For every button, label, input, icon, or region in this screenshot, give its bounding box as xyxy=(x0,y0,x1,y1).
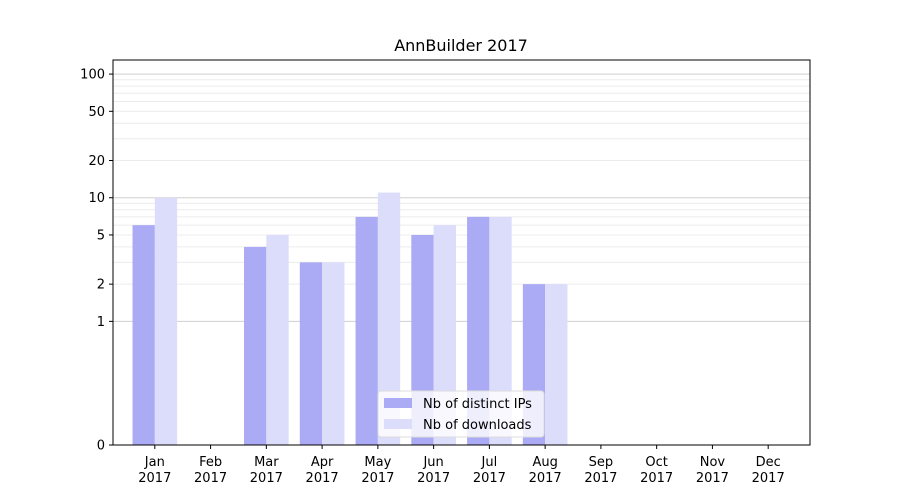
bar-distinct-ips-0 xyxy=(132,225,155,445)
bar-downloads-2 xyxy=(266,234,289,445)
bar-downloads-0 xyxy=(154,197,178,445)
y-tick-label: 0 xyxy=(97,439,105,454)
bar-downloads-3 xyxy=(322,262,345,445)
bar-distinct-ips-3 xyxy=(299,262,323,445)
bar-downloads-5 xyxy=(433,225,456,445)
legend-label: Nb of distinct IPs xyxy=(423,397,532,412)
x-tick-label: Jul 2017 xyxy=(473,455,506,486)
bar-downloads-7 xyxy=(545,284,568,445)
x-tick-label: May 2017 xyxy=(361,455,394,486)
grid-lines xyxy=(113,73,810,322)
x-tick-label: Apr 2017 xyxy=(306,455,339,486)
y-tick-label: 5 xyxy=(97,228,105,243)
x-tick-label: Jun 2017 xyxy=(417,455,450,486)
y-tick-label: 50 xyxy=(88,105,105,120)
y-tick-label: 10 xyxy=(88,191,105,206)
legend-box xyxy=(377,390,545,438)
legend: Nb of distinct IPs Nb of downloads xyxy=(377,390,545,438)
bar-distinct-ips-6 xyxy=(467,216,490,445)
legend-label: Nb of downloads xyxy=(423,418,532,433)
chart-title: AnnBuilder 2017 xyxy=(394,36,528,55)
x-tick-label: Aug 2017 xyxy=(529,455,562,486)
y-tick-label: 2 xyxy=(97,278,105,293)
plot-frame xyxy=(112,59,811,446)
legend-swatch xyxy=(384,419,412,429)
legend-swatch xyxy=(384,398,412,408)
x-tick-label: Feb 2017 xyxy=(194,455,227,486)
x-tick-label: Mar 2017 xyxy=(250,455,283,486)
bar-distinct-ips-4 xyxy=(355,216,378,445)
x-tick-label: Jan 2017 xyxy=(138,455,171,486)
x-tick-label: Dec 2017 xyxy=(752,455,785,486)
x-tick-label: Nov 2017 xyxy=(696,455,729,486)
y-tick-label: 1 xyxy=(97,315,105,330)
bar-downloads-6 xyxy=(489,216,512,445)
x-tick-label: Oct 2017 xyxy=(640,455,673,486)
x-axis: Jan 2017 Feb 2017 Mar 2017 Apr 2017 May 2017 Jun 20… xyxy=(138,445,785,486)
x-tick-label: Sep 2017 xyxy=(584,455,617,486)
y-tick-label: 20 xyxy=(88,154,105,169)
y-axis: 0 1 2 5 10 20 50 100 xyxy=(80,68,113,454)
bar-distinct-ips-2 xyxy=(244,246,267,445)
bar-downloads-4 xyxy=(377,192,401,445)
y-tick-label: 100 xyxy=(80,68,105,83)
